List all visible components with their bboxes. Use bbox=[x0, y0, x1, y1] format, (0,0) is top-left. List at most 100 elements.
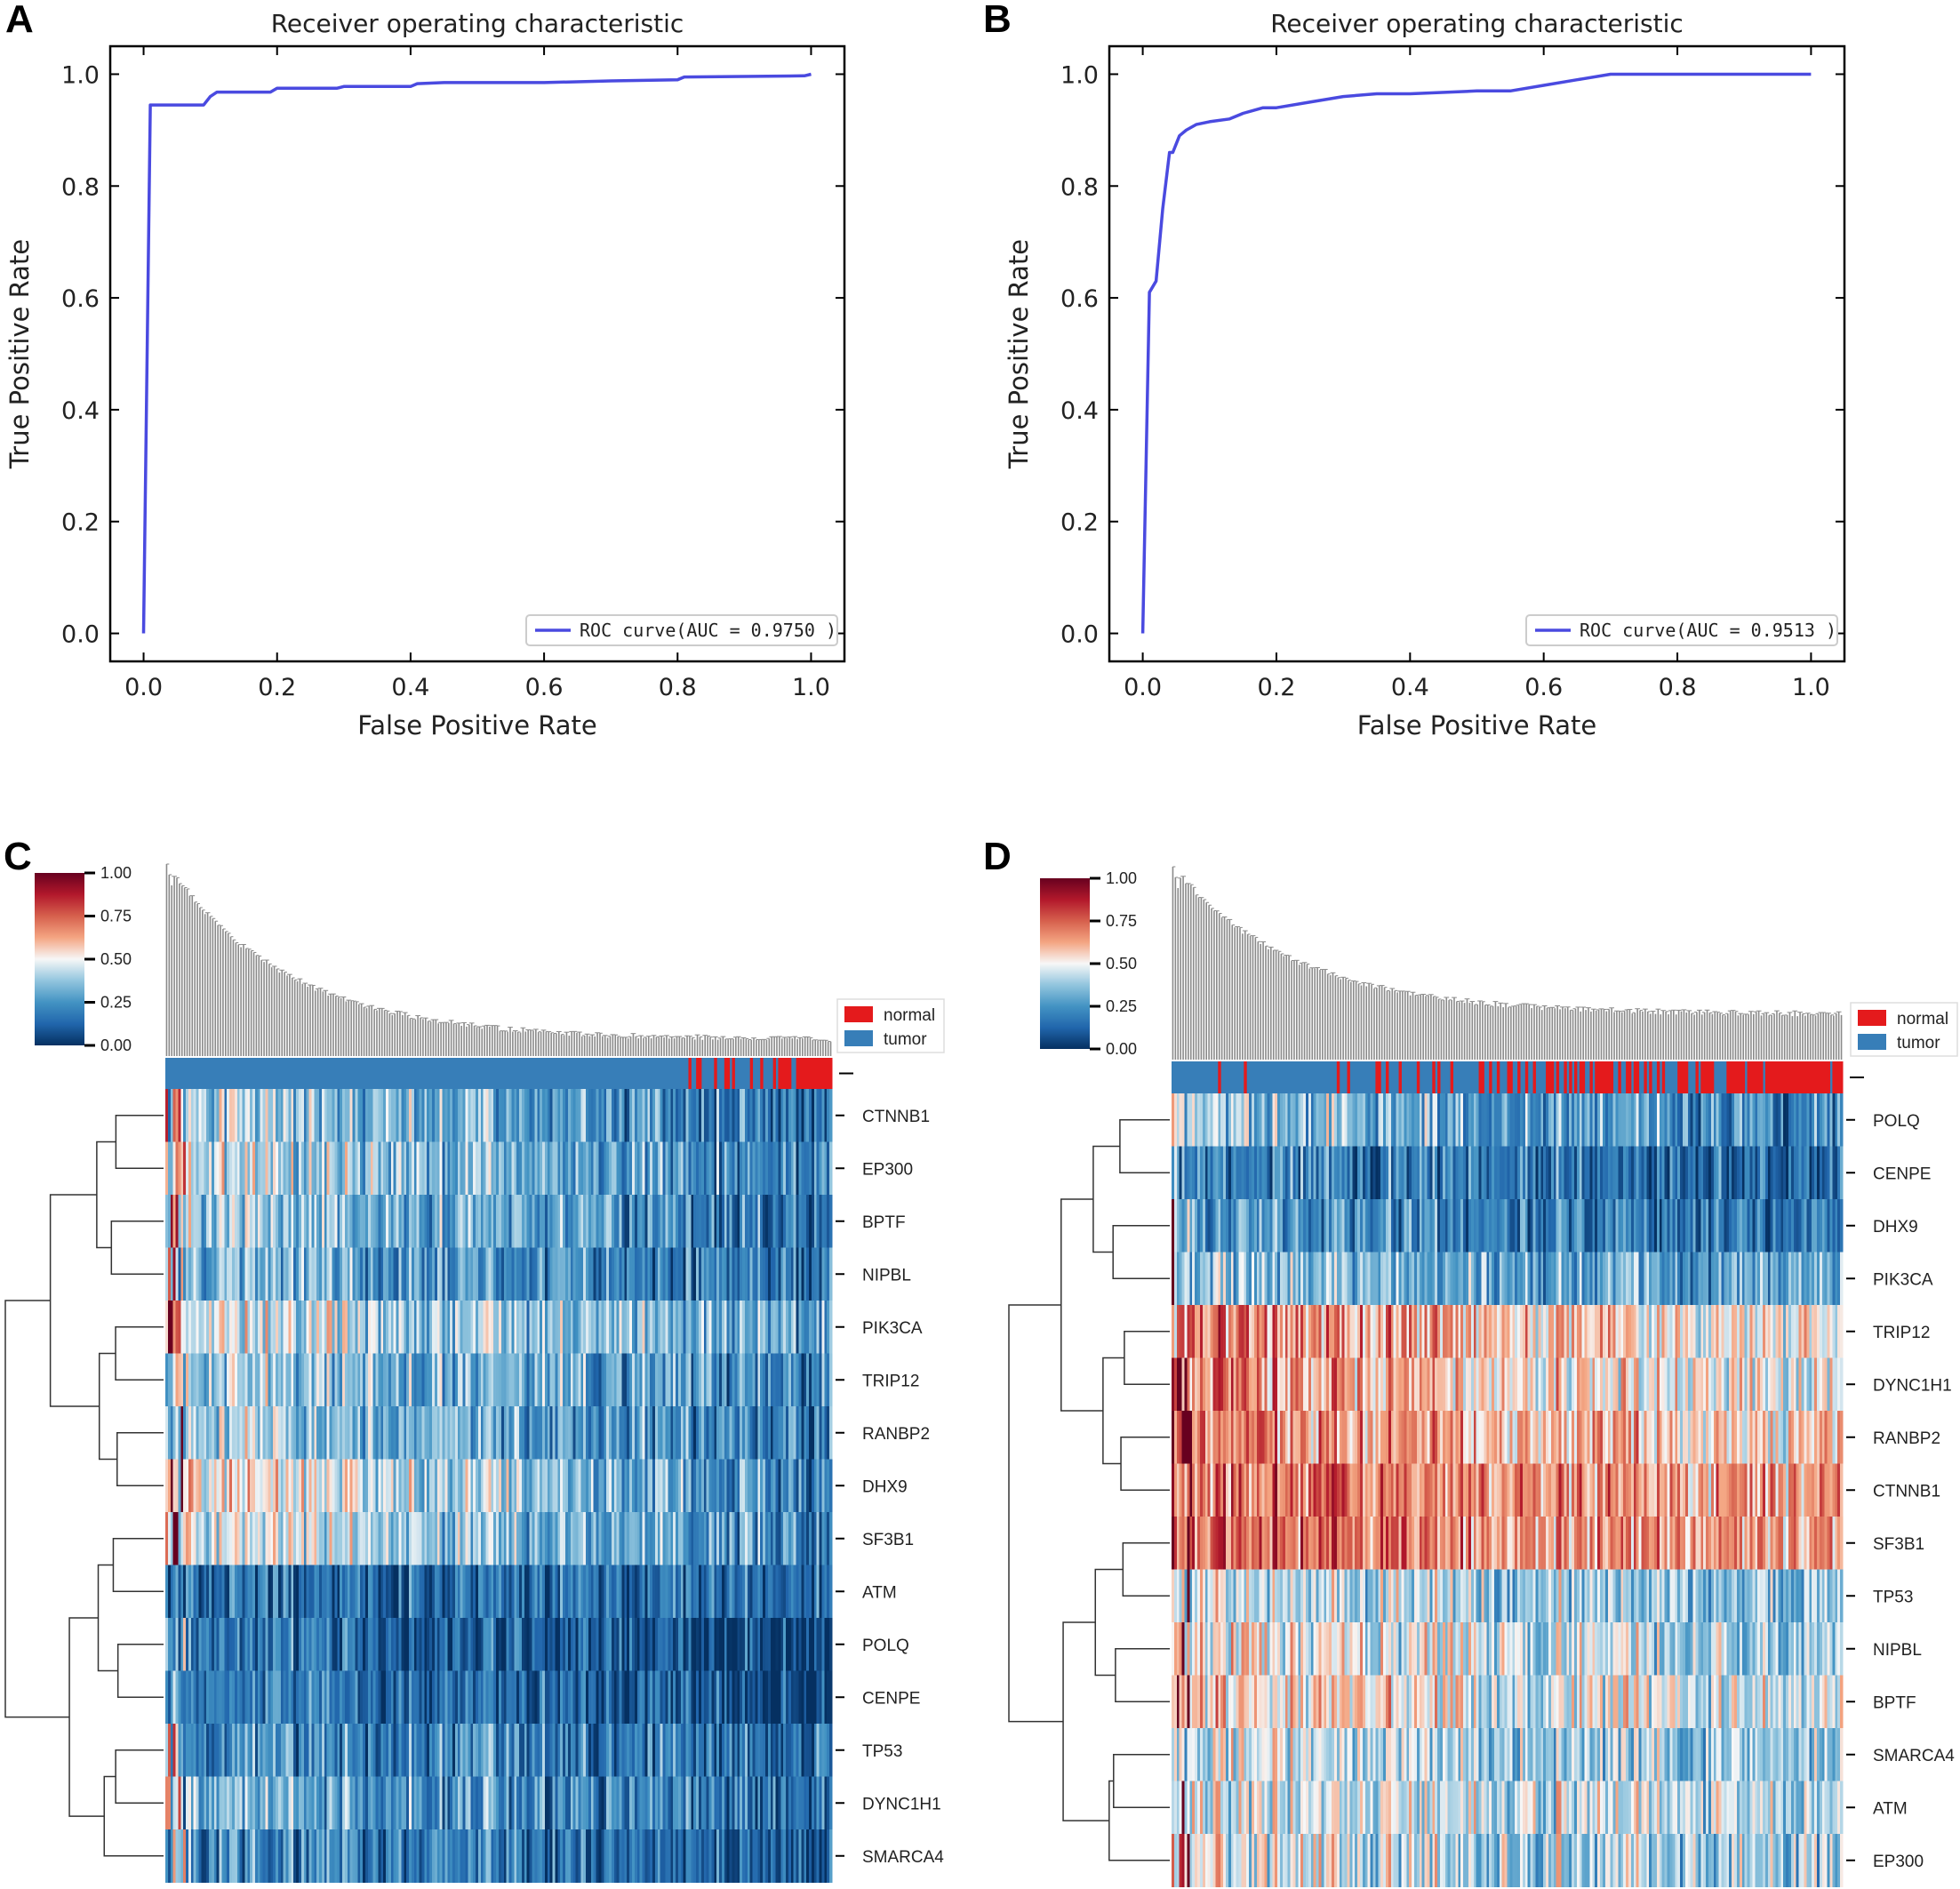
heatmap-cell bbox=[549, 1247, 554, 1301]
heatmap-cell bbox=[308, 1195, 313, 1248]
heatmap-cell bbox=[611, 1724, 615, 1777]
heatmap-cell bbox=[296, 1565, 300, 1619]
heatmap-cell bbox=[344, 1829, 348, 1883]
heatmap-cell bbox=[526, 1670, 531, 1725]
heatmap-cell bbox=[291, 1724, 294, 1777]
heatmap-cell bbox=[303, 1776, 308, 1830]
heatmap-cell bbox=[726, 1618, 731, 1671]
heatmap-cell bbox=[324, 1353, 328, 1407]
heatmap-cell bbox=[293, 1618, 297, 1671]
heatmap-cell bbox=[277, 1089, 282, 1142]
heatmap-cell bbox=[816, 1195, 820, 1248]
heatmap-cell bbox=[337, 1353, 340, 1407]
heatmap-cell bbox=[288, 1141, 292, 1196]
heatmap-cell bbox=[429, 1618, 433, 1671]
heatmap-cell bbox=[677, 1670, 682, 1725]
heatmap-cell bbox=[365, 1565, 369, 1619]
heatmap-cell bbox=[732, 1724, 735, 1777]
heatmap-cell bbox=[703, 1195, 708, 1248]
heatmap-cell bbox=[780, 1353, 784, 1407]
heatmap-cell bbox=[508, 1512, 513, 1565]
heatmap-cell bbox=[521, 1829, 525, 1883]
heatmap-cell bbox=[432, 1776, 436, 1830]
heatmap-cell bbox=[300, 1089, 305, 1142]
heatmap-cell bbox=[652, 1247, 656, 1301]
heatmap-cell bbox=[476, 1565, 479, 1619]
heatmap-cell bbox=[219, 1459, 223, 1513]
heatmap-cell bbox=[221, 1301, 225, 1354]
heatmap-cell bbox=[409, 1301, 412, 1354]
heatmap-cell bbox=[204, 1406, 207, 1460]
heatmap-cell bbox=[549, 1512, 554, 1565]
heatmap-cell bbox=[798, 1247, 802, 1301]
heatmap-cell bbox=[221, 1353, 225, 1407]
heatmap-cell bbox=[532, 1512, 535, 1565]
heatmap-cell bbox=[262, 1247, 267, 1301]
heatmap-cell bbox=[804, 1724, 807, 1777]
heatmap-cell bbox=[485, 1195, 490, 1248]
heatmap-cell bbox=[555, 1406, 558, 1460]
heatmap-cell bbox=[398, 1724, 402, 1777]
heatmap-cell bbox=[657, 1089, 661, 1142]
heatmap-cell bbox=[804, 1565, 807, 1619]
heatmap-cell bbox=[244, 1565, 248, 1619]
heatmap-cell bbox=[668, 1776, 671, 1830]
heatmap-cell bbox=[491, 1141, 494, 1196]
heatmap-cell bbox=[460, 1829, 464, 1883]
heatmap-cell bbox=[285, 1618, 290, 1671]
heatmap-cell bbox=[557, 1512, 561, 1565]
heatmap-cell bbox=[780, 1829, 784, 1883]
heatmap-cell bbox=[250, 1512, 253, 1565]
heatmap-cell bbox=[813, 1618, 818, 1671]
heatmap-cell bbox=[700, 1565, 705, 1619]
heatmap-cell bbox=[429, 1512, 433, 1565]
heatmap-cell bbox=[262, 1141, 267, 1196]
heatmap-cell bbox=[829, 1141, 833, 1196]
heatmap-cell bbox=[778, 1195, 781, 1248]
heatmap-cell bbox=[470, 1618, 474, 1671]
heatmap-cell bbox=[232, 1089, 236, 1142]
heatmap-cell bbox=[793, 1670, 797, 1725]
heatmap-cell bbox=[447, 1459, 451, 1513]
heatmap-cell bbox=[468, 1301, 471, 1354]
heatmap-cell bbox=[380, 1301, 384, 1354]
heatmap-cell bbox=[206, 1353, 210, 1407]
heatmap-cell bbox=[816, 1141, 820, 1196]
heatmap-cell bbox=[311, 1565, 315, 1619]
heatmap-cell bbox=[419, 1670, 423, 1725]
heatmap-cells bbox=[165, 1089, 833, 1883]
heatmap-cell bbox=[677, 1618, 682, 1671]
heatmap-cell bbox=[444, 1353, 448, 1407]
heatmap-cell bbox=[485, 1512, 490, 1565]
heatmap-cell bbox=[714, 1301, 717, 1354]
heatmap-cell bbox=[340, 1089, 343, 1142]
heatmap-cell bbox=[452, 1089, 456, 1142]
heatmap-cell bbox=[657, 1670, 661, 1725]
heatmap-cell bbox=[321, 1565, 325, 1619]
heatmap-cell bbox=[673, 1776, 676, 1830]
heatmap-cell bbox=[583, 1724, 587, 1777]
heatmap-cell bbox=[262, 1670, 267, 1725]
heatmap-cell bbox=[254, 1618, 259, 1671]
heatmap-cell bbox=[265, 1829, 268, 1883]
heatmap-cell bbox=[483, 1724, 487, 1777]
heatmap-cell bbox=[413, 1195, 418, 1248]
heatmap-cell bbox=[444, 1247, 448, 1301]
heatmap-cell bbox=[829, 1829, 833, 1883]
heatmap-cell bbox=[711, 1670, 715, 1725]
heatmap-cell bbox=[365, 1670, 369, 1725]
heatmap-cell bbox=[506, 1829, 510, 1883]
heatmap-cell bbox=[786, 1724, 789, 1777]
heatmap-cell bbox=[760, 1406, 764, 1460]
heatmap-cell bbox=[506, 1512, 510, 1565]
heatmap-cell bbox=[167, 1829, 172, 1883]
heatmap-cell bbox=[636, 1670, 641, 1725]
heatmap-cell bbox=[183, 1459, 187, 1513]
heatmap-cell bbox=[239, 1670, 244, 1725]
heatmap-cell bbox=[365, 1512, 369, 1565]
heatmap-cell bbox=[549, 1618, 554, 1671]
heatmap-cell bbox=[755, 1565, 758, 1619]
heatmap-cell bbox=[519, 1459, 523, 1513]
heatmap-cell bbox=[337, 1565, 340, 1619]
